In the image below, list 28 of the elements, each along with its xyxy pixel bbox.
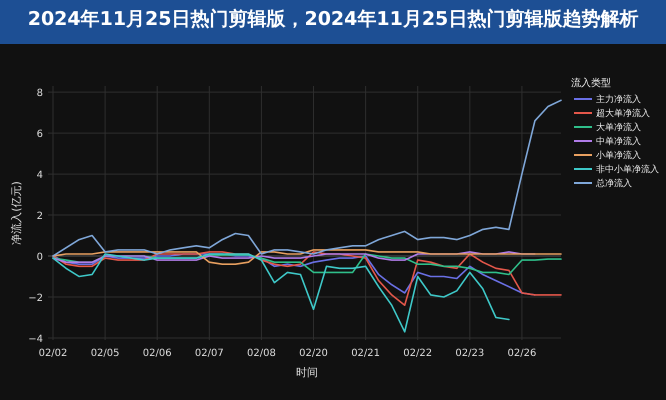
legend-label: 大单净流入	[596, 122, 641, 133]
y-tick-label: 4	[36, 170, 43, 182]
y-tick-label: 2	[36, 211, 43, 222]
x-tick-label: 02/07	[194, 348, 224, 359]
legend-label: 非中小单净流入	[596, 164, 659, 175]
x-tick-label: 02/22	[403, 348, 432, 359]
x-tick-label: 02/05	[90, 348, 120, 359]
x-tick-label: 02/02	[38, 348, 68, 359]
legend-label: 总净流入	[595, 178, 632, 189]
y-tick-label: −2	[28, 292, 43, 304]
x-tick-label: 02/23	[455, 348, 484, 359]
legend-label: 小单净流入	[596, 150, 641, 161]
y-tick-label: 0	[36, 252, 43, 264]
y-axis-title: 净流入(亿元)	[10, 181, 23, 245]
x-tick-label: 02/21	[351, 348, 380, 359]
y-tick-label: 6	[36, 129, 43, 140]
x-tick-label: 02/06	[142, 348, 172, 359]
legend-title: 流入类型	[571, 77, 611, 89]
y-tick-label: 8	[36, 88, 43, 100]
y-tick-label: −4	[28, 334, 43, 345]
x-tick-label: 02/08	[246, 348, 276, 359]
x-axis-title: 时间	[296, 366, 318, 379]
legend-label: 超大单净流入	[596, 108, 650, 119]
legend-label: 中单净流入	[596, 136, 641, 147]
chart-title: 2024年11月25日热门剪辑版，2024年11月25日热门剪辑版趋势解析	[0, 0, 666, 44]
x-tick-label: 02/20	[299, 348, 328, 359]
legend-label: 主力净流入	[596, 94, 641, 105]
x-tick-label: 02/26	[508, 348, 536, 359]
